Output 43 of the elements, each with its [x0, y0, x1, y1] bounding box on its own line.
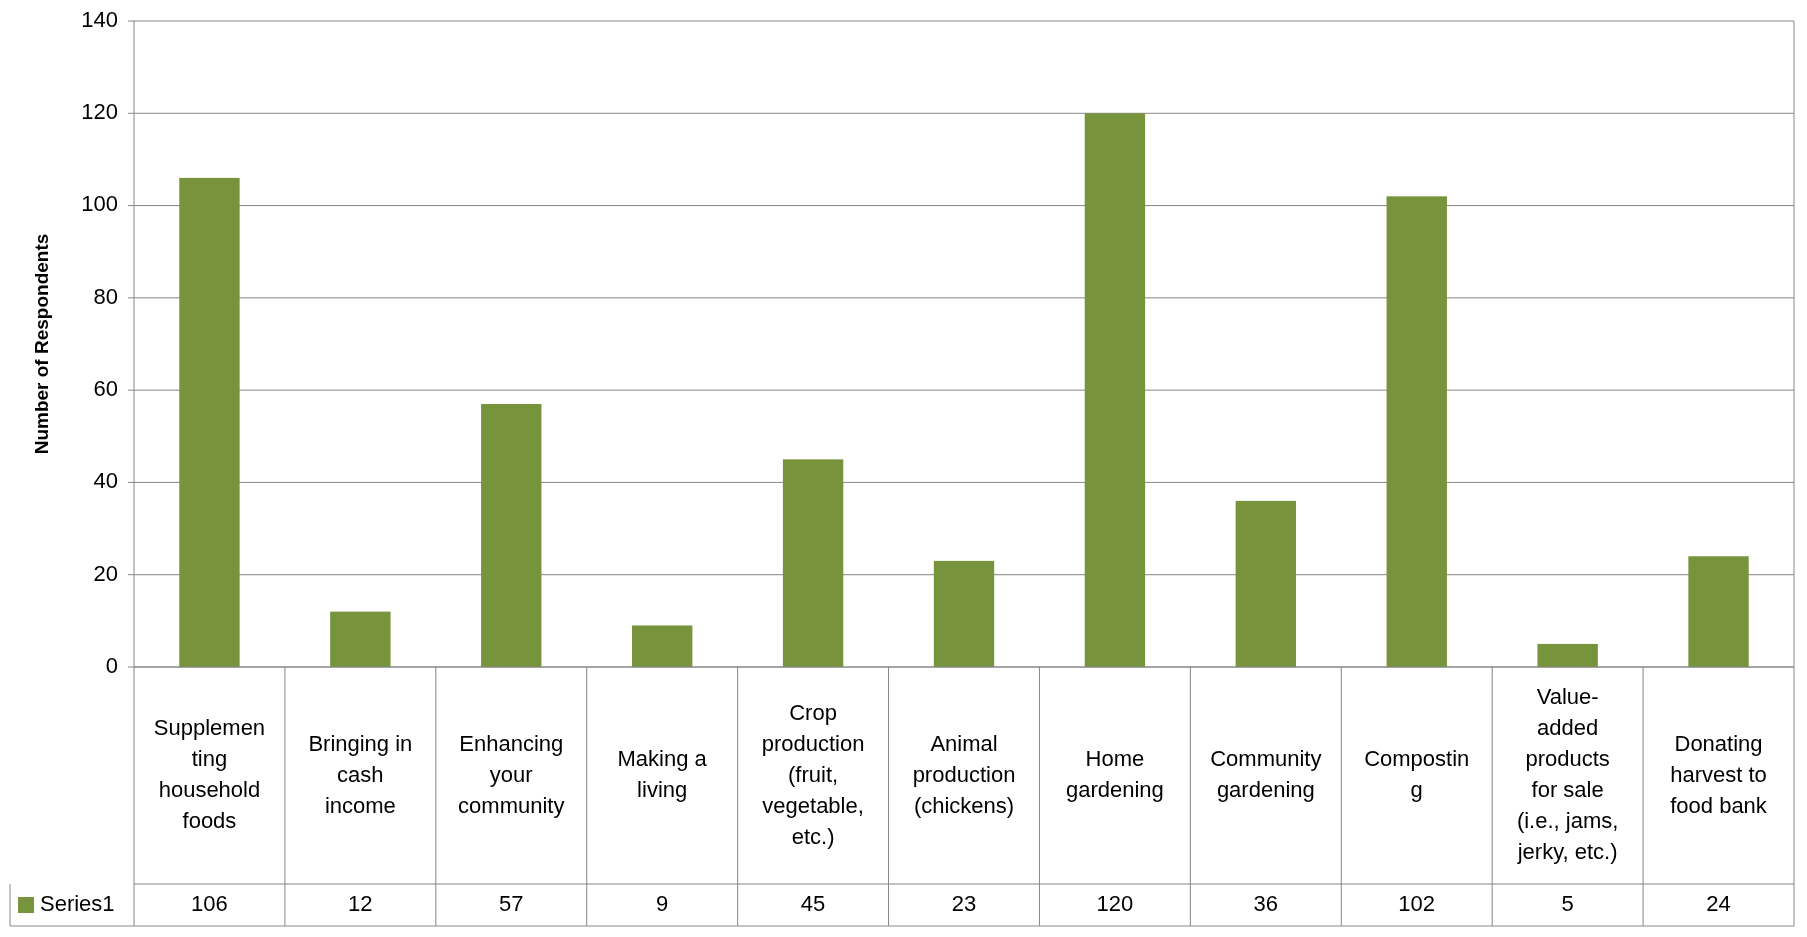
x-tick-label: Bringing in cash income [308, 730, 413, 818]
bar [1084, 113, 1146, 667]
bar [179, 177, 240, 667]
data-label: 36 [1253, 890, 1279, 916]
data-label: 57 [499, 890, 524, 916]
x-tick-label: Community gardening [1210, 745, 1322, 802]
data-label: 106 [191, 890, 228, 916]
y-axis-title: Number of Respondents [31, 233, 52, 455]
y-tick-label: 20 [93, 560, 118, 586]
x-tick-label: Making a living [617, 745, 708, 802]
data-label: 120 [1096, 890, 1134, 916]
legend-label: Series1 [40, 890, 115, 916]
bar [481, 403, 542, 667]
x-tick-label: Animal production (chickens) [912, 730, 1016, 818]
x-tick-label: Enhancing your community [458, 730, 565, 818]
bar [1688, 556, 1749, 667]
y-tick-label: 80 [93, 283, 118, 309]
x-tick-label: Compostin g [1364, 745, 1470, 802]
y-tick-label: 120 [81, 99, 118, 125]
x-tick-label: Home gardening [1065, 745, 1164, 802]
data-label: 102 [1398, 890, 1436, 916]
y-tick-label: 60 [93, 375, 118, 401]
y-tick-label: 0 [105, 652, 118, 678]
bar [1235, 500, 1296, 667]
x-tick-label: Supplemen ting household foods [153, 714, 266, 833]
bar [1537, 643, 1598, 667]
data-label: 12 [348, 890, 373, 916]
data-label: 24 [1706, 890, 1731, 916]
bar [933, 560, 995, 667]
bar [782, 459, 844, 667]
data-label: 23 [951, 890, 977, 916]
x-tick-label: Donating harvest to food bank [1670, 730, 1768, 818]
data-label: 45 [800, 890, 826, 916]
bar [1386, 196, 1447, 667]
y-tick-label: 100 [81, 191, 118, 217]
y-tick-label: 40 [93, 468, 118, 494]
bar [632, 625, 693, 667]
data-label: 5 [1561, 890, 1574, 916]
bar [330, 611, 391, 667]
y-tick-label: 140 [81, 6, 118, 32]
x-tick-label: Crop production (fruit, vegetable, etc.) [761, 699, 865, 849]
data-label: 9 [656, 890, 669, 916]
x-tick-label: Value- added products for sale (i.e., jams, jerky, etc.) [1516, 683, 1619, 864]
